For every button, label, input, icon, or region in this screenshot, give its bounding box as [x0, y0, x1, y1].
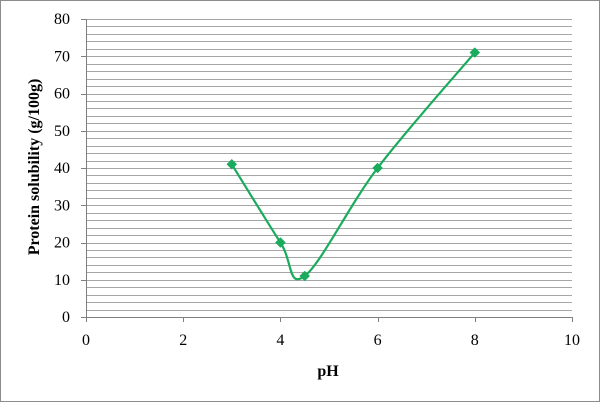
- x-axis-title: pH: [317, 363, 339, 380]
- data-point: [469, 47, 481, 58]
- y-tick-label: 70: [54, 48, 70, 65]
- x-tick-label: 2: [179, 332, 187, 349]
- data-point: [372, 162, 383, 174]
- x-tick-label: 4: [276, 332, 284, 349]
- y-tick-label: 10: [54, 272, 70, 289]
- y-tick-label: 0: [62, 309, 70, 326]
- axes: [81, 19, 573, 322]
- x-tick-label: 8: [471, 332, 479, 349]
- gridlines: [86, 19, 572, 311]
- y-tick-label: 60: [54, 86, 70, 103]
- data-point: [275, 237, 286, 248]
- y-axis-title: Protein solubility (g/100g): [26, 79, 43, 256]
- y-tick-labels: 0 10 20 30 40 50 60 70 80: [54, 11, 70, 326]
- x-tick-label: 0: [82, 332, 90, 349]
- x-tick-labels: 0 2 4 6 8 10: [82, 332, 580, 349]
- x-tick-label: 6: [374, 332, 382, 349]
- y-tick-label: 50: [54, 123, 70, 140]
- series-line: [230, 51, 476, 281]
- x-tick-label: 10: [564, 332, 580, 349]
- data-point: [226, 158, 238, 170]
- data-point: [299, 270, 311, 282]
- y-tick-label: 20: [54, 235, 70, 252]
- y-tick-label: 30: [54, 197, 70, 214]
- y-tick-label: 80: [54, 11, 70, 28]
- y-tick-label: 40: [54, 160, 70, 177]
- data-series: [226, 47, 481, 282]
